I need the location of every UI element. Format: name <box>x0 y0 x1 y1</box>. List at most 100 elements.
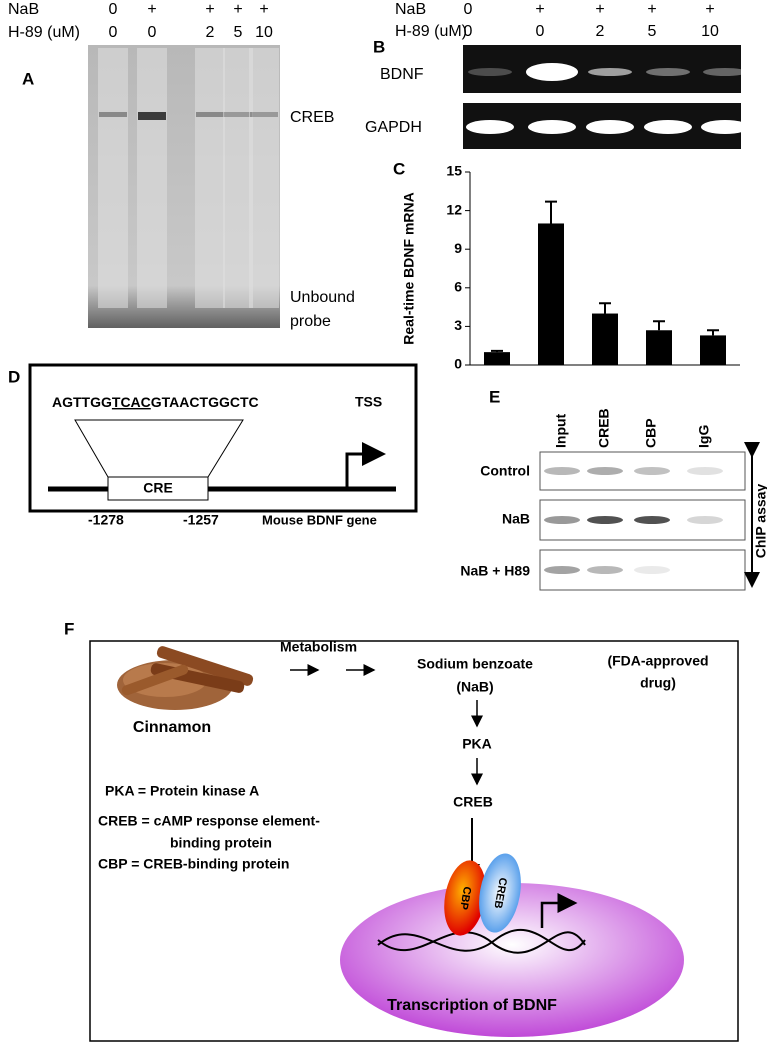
lane <box>223 48 253 308</box>
band <box>138 112 166 120</box>
row-value: 5 <box>648 23 657 40</box>
band <box>466 120 514 134</box>
position-label: -1278 <box>88 512 124 528</box>
cre-label: CRE <box>143 480 173 496</box>
band-label: probe <box>290 313 331 330</box>
sequence-part: TCAC <box>112 394 151 410</box>
tss-label: TSS <box>355 394 382 410</box>
gel-lanes <box>98 48 279 308</box>
band <box>644 120 692 134</box>
band <box>224 112 252 117</box>
source-label: Cinnamon <box>133 719 211 736</box>
row-value: + <box>595 1 604 18</box>
definition: PKA = Protein kinase A <box>105 783 259 799</box>
band <box>586 120 634 134</box>
band <box>528 120 576 134</box>
row-value: 0 <box>464 1 473 18</box>
y-tick-label: 6 <box>454 279 462 295</box>
cinnamon-image <box>117 646 254 710</box>
side-label: ChIP assay <box>753 484 767 559</box>
column-label: CREB <box>596 408 612 448</box>
row-value: 0 <box>109 24 118 41</box>
gel-bands <box>466 63 749 134</box>
row-value: + <box>705 1 714 18</box>
protein-label: CREB <box>491 877 508 910</box>
panel-letter: D <box>8 367 20 386</box>
error-bar <box>707 329 719 336</box>
row-label: Control <box>480 463 530 479</box>
band <box>544 516 580 524</box>
zoom-trapezoid <box>74 419 244 478</box>
drug-label: Sodium benzoate <box>417 656 533 672</box>
column-label: IgG <box>696 425 712 448</box>
gene-box <box>28 363 418 513</box>
row-value: 10 <box>701 23 719 40</box>
row-label: H-89 (uM) <box>395 23 467 40</box>
band <box>544 467 580 475</box>
panel-letter: B <box>373 37 385 56</box>
gel-label: BDNF <box>380 66 424 83</box>
row-value: 0 <box>536 23 545 40</box>
band <box>646 68 690 76</box>
definition: binding protein <box>170 835 272 851</box>
panel-letter: E <box>489 387 500 406</box>
panel-letter: F <box>64 619 74 638</box>
band <box>526 63 578 81</box>
row-value: 10 <box>255 24 273 41</box>
band <box>634 467 670 475</box>
lane <box>98 48 128 308</box>
row-label: H-89 (uM) <box>8 24 80 41</box>
pathway-step: CREB <box>453 794 493 810</box>
error-bar <box>599 302 611 314</box>
gel <box>539 549 746 591</box>
note-label: drug) <box>640 675 676 691</box>
bar <box>538 223 564 365</box>
dna <box>377 928 586 952</box>
y-tick-label: 12 <box>446 201 462 217</box>
band <box>587 467 623 475</box>
band <box>587 516 623 524</box>
error-bar <box>491 349 503 353</box>
drug-label: (NaB) <box>456 679 493 695</box>
gel-label: GAPDH <box>365 119 422 136</box>
band <box>701 120 749 134</box>
bar <box>484 352 510 365</box>
column-label: CBP <box>643 418 659 448</box>
row-value: + <box>233 1 242 18</box>
gel <box>539 451 746 491</box>
row-label: NaB <box>8 1 39 18</box>
band <box>587 566 623 574</box>
band <box>99 112 127 117</box>
row-value: + <box>205 1 214 18</box>
row-value: 0 <box>148 24 157 41</box>
note-label: (FDA-approved <box>607 653 708 669</box>
panel-letter: C <box>393 159 405 178</box>
row-value: 2 <box>596 23 605 40</box>
band <box>687 467 723 475</box>
band <box>468 68 512 76</box>
creb-protein <box>479 853 521 933</box>
bar <box>646 330 672 365</box>
panel-letter: A <box>22 69 34 88</box>
outcome-label: Transcription of BDNF <box>387 997 557 1014</box>
row-value: + <box>535 1 544 18</box>
protein-label: CBP <box>457 886 473 911</box>
lane <box>249 48 279 308</box>
y-tick-label: 9 <box>454 240 462 256</box>
tss-arrow <box>345 442 386 489</box>
sequence-part: AGTTGG <box>52 394 112 410</box>
cbp-protein <box>444 860 486 936</box>
lane <box>195 48 225 308</box>
band <box>634 516 670 524</box>
definition: CREB = cAMP response element- <box>98 813 320 829</box>
row-value: 2 <box>206 24 215 41</box>
row-value: + <box>147 1 156 18</box>
band <box>634 566 670 574</box>
cre-box <box>107 476 209 501</box>
definition: CBP = CREB-binding protein <box>98 856 289 872</box>
lane <box>137 48 167 308</box>
band-label: Unbound <box>290 289 355 306</box>
band <box>703 68 747 76</box>
